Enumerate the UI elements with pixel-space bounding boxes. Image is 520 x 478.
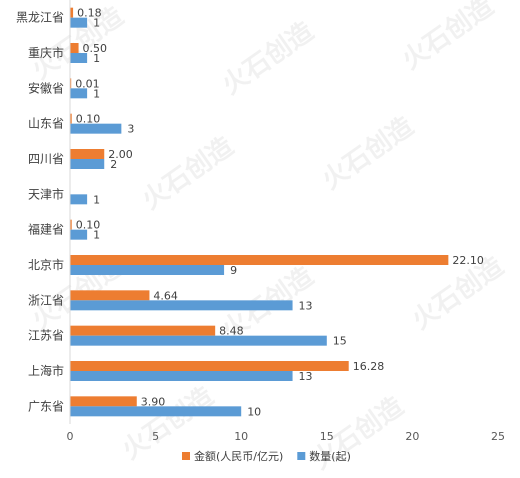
- watermark-text: 火石创造: [137, 131, 239, 215]
- legend-swatch-amount: [182, 452, 190, 460]
- x-tick-label: 10: [234, 430, 248, 443]
- data-label-count: 1: [93, 229, 100, 242]
- legend: 金额(人民币/亿元) 数量(起): [182, 449, 351, 463]
- x-tick-label: 5: [152, 430, 159, 443]
- data-label-amount: 3.90: [141, 395, 166, 408]
- data-label-count: 13: [299, 299, 313, 312]
- legend-swatch-count: [297, 452, 306, 460]
- bar-count: [70, 406, 242, 417]
- category-label: 北京市: [28, 257, 64, 272]
- bar-amount: [70, 325, 216, 336]
- bar-count: [70, 88, 88, 99]
- value-axis-ticks: 0 5 10 15 20 25: [67, 430, 506, 443]
- bar-count: [70, 265, 225, 275]
- data-label-count: 1: [93, 17, 100, 30]
- bars-layer: [70, 7, 449, 417]
- bar-amount: [70, 113, 72, 124]
- category-label: 黑龙江省: [16, 11, 64, 25]
- data-label-amount: 8.48: [219, 325, 244, 338]
- bar-count: [70, 194, 88, 205]
- legend-label-count: 数量(起): [309, 450, 351, 463]
- x-tick-label: 25: [491, 430, 505, 443]
- category-label: 江苏省: [28, 329, 64, 343]
- category-label: 广东省: [28, 399, 64, 413]
- data-label-count: 1: [93, 87, 100, 100]
- bar-count: [70, 53, 88, 63]
- data-label-amount: 16.28: [353, 360, 385, 373]
- data-label-count: 15: [333, 335, 347, 348]
- bar-count: [70, 159, 105, 169]
- bar-count: [70, 17, 88, 28]
- x-tick-label: 15: [320, 430, 334, 443]
- category-label: 浙江省: [28, 293, 64, 307]
- bar-amount: [70, 219, 72, 230]
- data-label-count: 1: [93, 52, 100, 65]
- bar-count: [70, 335, 327, 346]
- data-label-amount: 2.00: [108, 148, 132, 161]
- x-tick-label: 20: [405, 430, 419, 443]
- category-label: 重庆市: [28, 45, 64, 60]
- data-label-amount: 0.01: [75, 77, 100, 90]
- bar-amount: [70, 78, 72, 89]
- category-label: 山东省: [28, 117, 64, 131]
- watermark-text: 火石创造: [317, 111, 419, 195]
- data-label-count: 13: [299, 370, 313, 383]
- bar-count: [70, 123, 122, 134]
- data-label-amount: 0.18: [77, 7, 102, 20]
- bar-amount: [70, 361, 349, 371]
- data-label-amount: 4.64: [153, 289, 178, 302]
- legend-label-amount: 金额(人民币/亿元): [194, 449, 283, 463]
- category-label: 四川省: [28, 152, 64, 166]
- bar-count: [70, 229, 88, 240]
- category-label: 上海市: [28, 363, 64, 378]
- bar-amount: [70, 255, 449, 265]
- bar-amount: [70, 43, 79, 53]
- data-label-count: 3: [127, 123, 134, 136]
- bar-count: [70, 371, 293, 381]
- watermark-text: 火石创造: [397, 0, 499, 76]
- watermark-text: 火石创造: [217, 16, 319, 100]
- data-label-amount: 0.50: [83, 42, 108, 55]
- data-label-count: 9: [230, 264, 237, 277]
- x-tick-label: 0: [67, 430, 74, 443]
- data-label-amount: 0.10: [76, 219, 101, 232]
- data-label-amount: 22.10: [452, 254, 484, 267]
- bar-amount: [70, 396, 137, 407]
- bar-amount: [70, 7, 74, 18]
- bar-amount: [70, 290, 150, 301]
- data-label-amount: 0.10: [76, 113, 101, 126]
- category-label: 安徽省: [28, 80, 64, 95]
- bar-count: [70, 300, 293, 311]
- data-label-count: 2: [110, 158, 117, 171]
- category-label: 福建省: [28, 222, 64, 237]
- data-label-count: 10: [247, 405, 261, 418]
- bar-amount: [70, 149, 105, 159]
- category-label: 天津市: [28, 186, 64, 201]
- data-label-count: 1: [93, 193, 100, 206]
